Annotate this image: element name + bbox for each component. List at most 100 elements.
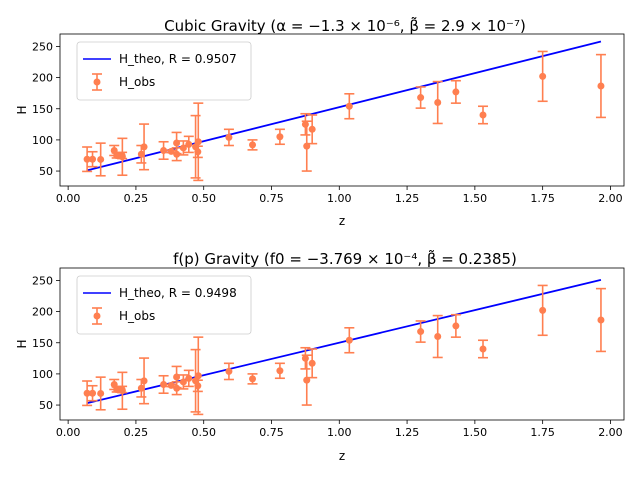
data-point (595, 53, 606, 119)
chart-marks (82, 40, 606, 182)
y-tick-label: 150 (32, 337, 53, 350)
y-tick-label: 250 (32, 40, 53, 53)
observation-marker (194, 372, 202, 380)
legend-box (76, 275, 252, 335)
x-tick-label: 1.75 (530, 192, 555, 205)
plot-area-frame (59, 33, 625, 187)
data-point (595, 287, 606, 353)
observation-marker (83, 155, 91, 163)
x-tick-label: 0.00 (56, 192, 81, 205)
observation-marker (173, 384, 181, 392)
data-point (178, 374, 189, 390)
data-point (139, 123, 150, 171)
data-point (158, 374, 169, 395)
data-point (193, 336, 204, 416)
legend: H_theo, R = 0.9507 H_obs (76, 41, 252, 101)
observation-marker (173, 150, 181, 158)
x-tick-label: 1.25 (395, 426, 420, 439)
observation-marker (345, 102, 353, 110)
y-tick-label: 200 (32, 306, 53, 319)
legend: H_theo, R = 0.9498 H_obs (76, 275, 252, 335)
observation-marker (97, 155, 105, 163)
data-point (158, 140, 169, 161)
y-tick-label: 100 (32, 134, 53, 147)
panel-cubic-gravity: Cubic Gravity (α = −1.3 × 10⁻⁶, β̃ = 2.9… (15, 16, 625, 228)
observation-marker (417, 328, 425, 336)
observation-marker (276, 133, 284, 141)
data-point (117, 371, 128, 411)
observation-marker (452, 88, 460, 96)
data-point (223, 362, 234, 381)
data-point (183, 135, 194, 154)
observation-marker (194, 138, 202, 146)
data-point (415, 86, 426, 109)
data-point (274, 362, 285, 380)
data-point (274, 128, 285, 146)
x-tick-label: 2.00 (598, 192, 623, 205)
observation-marker (83, 389, 91, 397)
observation-marker (173, 373, 181, 381)
y-tick-label: 50 (39, 165, 53, 178)
observation-marker (434, 333, 442, 341)
observation-marker (225, 133, 233, 141)
observation-marker (118, 153, 126, 161)
y-axis-ticks: 50 100 150 200 250 (32, 40, 60, 178)
observation-marker (479, 345, 487, 353)
data-point (178, 140, 189, 156)
observation-marker (539, 306, 547, 314)
x-tick-label: 1.00 (327, 192, 352, 205)
observation-marker (173, 139, 181, 147)
observation-marker (417, 94, 425, 102)
observation-marker (345, 336, 353, 344)
x-tick-label: 0.25 (124, 192, 149, 205)
observation-marker (137, 384, 145, 392)
data-point (344, 93, 355, 120)
observation-marker (179, 144, 187, 152)
x-axis-label: z (339, 449, 345, 463)
legend-box (76, 41, 252, 101)
data-point (95, 376, 106, 411)
observation-marker (225, 367, 233, 375)
data-point (537, 50, 548, 103)
x-tick-label: 0.25 (124, 426, 149, 439)
x-axis-ticks: 0.00 0.25 0.50 0.75 1.00 1.25 1.50 1.75 2.00 (56, 186, 623, 205)
x-tick-label: 1.75 (530, 426, 555, 439)
observation-marker (113, 151, 121, 159)
panel-fp-gravity: f(p) Gravity (f0 = −3.769 × 10⁻⁴, β̃ = 0… (15, 249, 625, 463)
y-tick-label: 100 (32, 368, 53, 381)
data-point (432, 314, 443, 359)
data-point (82, 146, 93, 173)
legend-obs-marker (93, 312, 101, 320)
chart-marks (82, 278, 606, 416)
data-point (117, 137, 128, 177)
observation-marker (97, 389, 105, 397)
y-axis-ticks: 50 100 150 200 250 (32, 274, 60, 412)
observation-marker (434, 99, 442, 107)
data-point (344, 327, 355, 354)
data-point (432, 80, 443, 125)
observation-marker (249, 141, 257, 149)
legend-theory-label: H_theo, R = 0.9507 (119, 52, 237, 66)
data-point (223, 128, 234, 147)
x-tick-label: 0.50 (191, 426, 216, 439)
data-point (193, 102, 204, 182)
x-tick-label: 1.00 (327, 426, 352, 439)
y-tick-label: 200 (32, 72, 53, 85)
observation-marker (249, 375, 257, 383)
x-tick-label: 0.50 (191, 192, 216, 205)
observation-marker (89, 389, 97, 397)
data-point (139, 357, 150, 405)
observation-marker (160, 146, 168, 154)
data-point (307, 114, 318, 145)
observation-marker (308, 125, 316, 133)
observation-marker (479, 111, 487, 119)
legend-obs-marker (93, 78, 101, 86)
x-tick-label: 1.50 (463, 192, 488, 205)
observation-marker (539, 72, 547, 80)
x-tick-label: 0.00 (56, 426, 81, 439)
data-point (415, 320, 426, 343)
y-tick-label: 150 (32, 103, 53, 116)
x-axis-label: z (339, 214, 345, 228)
legend-obs-label: H_obs (119, 309, 155, 323)
